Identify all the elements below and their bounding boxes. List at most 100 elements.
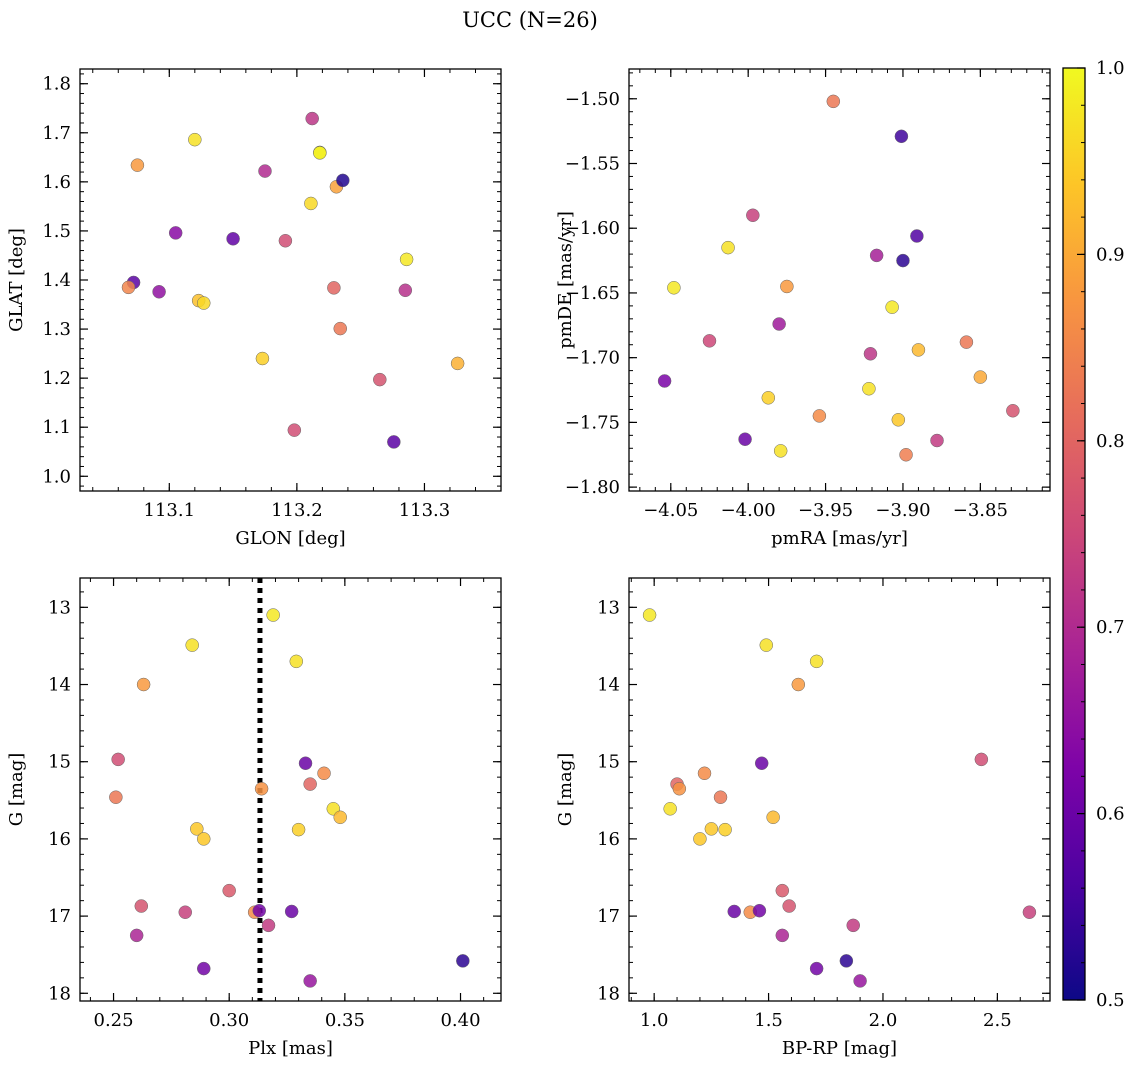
- x-tick-label: 0.40: [440, 1010, 480, 1031]
- data-point: [197, 961, 211, 976]
- data-point: [129, 928, 144, 943]
- data-point: [780, 279, 794, 294]
- colorbar-tick-label: 1.0: [1096, 58, 1125, 79]
- x-axis-label: GLON [deg]: [235, 528, 345, 549]
- y-tick-label: 13: [48, 597, 71, 618]
- data-point: [450, 356, 465, 371]
- x-tick-label: 113.1: [144, 500, 196, 521]
- y-tick-label: 17: [48, 906, 71, 927]
- colorbar-tick-label: 0.9: [1096, 244, 1125, 265]
- data-point: [287, 423, 302, 437]
- data-point: [313, 146, 327, 160]
- data-point: [222, 883, 236, 898]
- axes-frame: [79, 68, 502, 492]
- y-tick-label: 18: [48, 983, 71, 1004]
- data-point: [766, 810, 780, 825]
- x-tick-label: 0.25: [94, 1010, 134, 1031]
- data-point: [657, 374, 672, 388]
- data-point: [826, 94, 841, 109]
- y-tick-label: 14: [597, 675, 620, 696]
- y-tick-label: −1.80: [565, 477, 620, 498]
- data-point: [190, 822, 204, 836]
- data-point: [254, 781, 269, 796]
- y-tick-label: 14: [48, 675, 71, 696]
- data-point: [1006, 403, 1020, 418]
- y-tick-label: 17: [597, 906, 620, 927]
- data-point: [398, 283, 413, 298]
- y-tick-label: 15: [48, 752, 71, 773]
- axes-frame: [628, 577, 1051, 1002]
- colorbar-frame: [1062, 67, 1086, 1001]
- x-tick-label: 0.30: [209, 1010, 249, 1031]
- data-point: [704, 822, 719, 836]
- data-point: [697, 766, 712, 781]
- data-point: [456, 954, 470, 968]
- data-point: [185, 638, 199, 652]
- data-point: [863, 347, 878, 361]
- data-point: [891, 413, 906, 427]
- subplots: 113.1 113.2 113.3 1.0 1.1 1.2 1.3 1.4 1.5 1.6 1.7 1…: [6, 68, 1051, 1059]
- data-point: [261, 918, 276, 933]
- data-point: [336, 173, 350, 188]
- y-tick-label: 1.6: [42, 172, 71, 193]
- data-point: [298, 756, 313, 771]
- data-point: [252, 903, 267, 918]
- data-point: [109, 790, 123, 804]
- y-tick-label: 1.0: [42, 466, 71, 487]
- y-axis-label: G [mag]: [555, 753, 576, 826]
- axes-frame: [79, 577, 502, 1002]
- data-point: [853, 974, 867, 988]
- data-point: [846, 918, 860, 933]
- y-tick-label: −1.70: [565, 348, 620, 369]
- data-point: [387, 435, 401, 449]
- data-point: [930, 433, 944, 448]
- data-point: [168, 226, 183, 240]
- data-point: [910, 229, 924, 243]
- x-axis-label: pmRA [mas/yr]: [771, 528, 908, 549]
- data-point: [226, 232, 240, 246]
- data-point: [196, 296, 211, 310]
- data-point: [121, 280, 136, 295]
- x-tick-label: 0.35: [325, 1010, 365, 1031]
- y-tick-label: 16: [597, 829, 620, 850]
- subplot-4: 1.0 1.5 2.0 2.5 13 14 15 16 17 18 BP-RP [mag] G [ma…: [555, 577, 1051, 1059]
- data-point: [284, 904, 299, 919]
- data-point: [303, 974, 317, 988]
- data-point: [667, 281, 681, 295]
- data-point: [373, 372, 387, 387]
- axes-frame: [628, 68, 1051, 492]
- data-point: [303, 777, 317, 791]
- figure-title: UCC (N=26): [462, 8, 598, 32]
- subplot-2: −4.05 −4.00 −3.95 −3.90 −3.85 −1.80 −1.75 −1.70…: [555, 68, 1051, 549]
- y-axis-label: GLAT [deg]: [6, 228, 27, 332]
- data-point: [333, 810, 347, 825]
- colorbar-tick-label: 0.8: [1096, 431, 1125, 452]
- data-point: [111, 752, 125, 767]
- y-tick-label: 1.7: [42, 123, 71, 144]
- colorbar: 0.5 0.6 0.7 0.8 0.9 1.0: [1062, 58, 1125, 1011]
- data-point: [973, 370, 988, 384]
- data-point: [289, 654, 304, 669]
- data-point: [255, 351, 270, 366]
- data-point: [1022, 905, 1037, 919]
- subplot-1: 113.1 113.2 113.3 1.0 1.1 1.2 1.3 1.4 1.5 1.6 1.7 1…: [6, 68, 502, 549]
- data-point: [693, 832, 707, 846]
- data-point: [752, 903, 767, 918]
- y-tick-label: 15: [597, 752, 620, 773]
- x-tick-label: 1.5: [754, 1010, 783, 1031]
- x-tick-label: −3.85: [953, 500, 1008, 521]
- data-point: [782, 899, 796, 913]
- y-tick-label: 18: [597, 983, 620, 1004]
- data-point: [911, 343, 926, 357]
- data-point: [809, 654, 824, 669]
- data-point: [258, 164, 272, 178]
- data-point: [333, 321, 348, 336]
- data-point: [772, 317, 786, 331]
- x-tick-label: 1.0: [640, 1010, 669, 1031]
- colorbar-tick-label: 0.6: [1096, 804, 1125, 825]
- x-tick-label: 113.2: [271, 500, 323, 521]
- x-axis-label: BP-RP [mag]: [782, 1038, 897, 1059]
- data-point: [672, 781, 687, 796]
- x-tick-label: −4.05: [643, 500, 698, 521]
